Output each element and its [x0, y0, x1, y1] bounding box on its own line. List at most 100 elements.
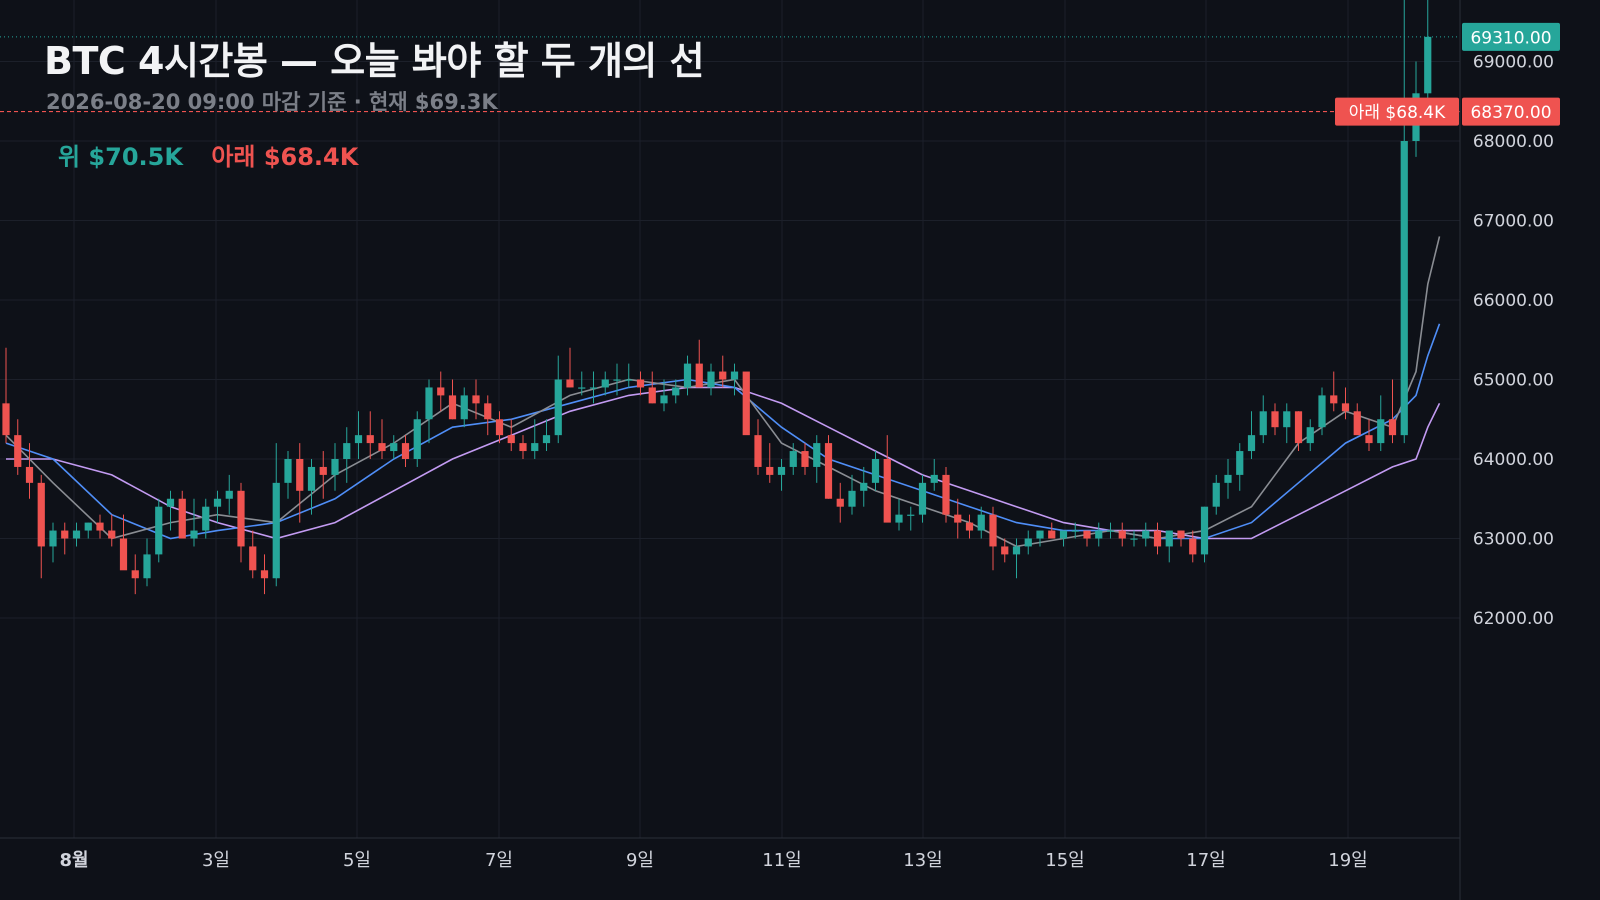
candle-body — [96, 522, 104, 531]
candle-body — [1424, 36, 1432, 94]
candle — [331, 443, 339, 491]
chart-title: BTC 4시간봉 — 오늘 봐야 할 두 개의 선 — [44, 39, 705, 83]
candle — [1377, 395, 1385, 452]
candle-body — [542, 435, 551, 444]
candle — [965, 514, 974, 539]
candle — [84, 522, 92, 539]
candle-body — [766, 466, 774, 475]
candle-body — [531, 443, 539, 452]
candle-body — [1153, 530, 1162, 547]
candle — [1142, 522, 1150, 547]
candle-body — [918, 482, 927, 515]
candle — [1318, 387, 1326, 436]
candle-body — [331, 459, 339, 475]
candle-body — [1400, 141, 1408, 436]
candle — [460, 387, 468, 428]
candle-body — [883, 459, 891, 523]
candle-body — [1130, 538, 1138, 540]
y-tick-label: 67000.00 — [1473, 212, 1554, 232]
candle-body — [108, 530, 116, 539]
candle — [213, 490, 222, 523]
candle-body — [554, 379, 562, 436]
candle-body — [448, 395, 457, 420]
candle — [319, 451, 327, 499]
candle-body — [249, 546, 257, 571]
candle — [296, 443, 304, 523]
candle — [695, 339, 703, 388]
candle-body — [1318, 395, 1326, 428]
candle — [190, 498, 198, 547]
x-tick-label: 9일 — [626, 850, 654, 871]
candle — [2, 347, 10, 444]
candle-body — [37, 482, 45, 547]
candle — [448, 379, 457, 420]
candle — [284, 451, 292, 499]
x-tick-label: 19일 — [1328, 850, 1367, 871]
candle — [1330, 371, 1338, 412]
candle-body — [648, 387, 656, 404]
candle-body — [1024, 538, 1032, 547]
candle — [907, 506, 915, 531]
candle — [871, 451, 880, 491]
candle-body — [871, 459, 880, 483]
candle-body — [178, 498, 186, 539]
candle-body — [1189, 538, 1197, 555]
candle-body — [366, 435, 374, 444]
candle — [954, 498, 962, 539]
candle — [824, 435, 833, 499]
candle-body — [1059, 530, 1068, 539]
candle — [507, 419, 515, 452]
candle-body — [225, 490, 233, 499]
candle — [1306, 419, 1314, 452]
candle — [566, 347, 574, 388]
candle — [401, 435, 410, 467]
candle — [1283, 403, 1291, 444]
candle — [1130, 530, 1138, 547]
candle-body — [354, 435, 363, 444]
candle — [613, 363, 621, 396]
candle-body — [1271, 411, 1279, 428]
candle-body — [260, 570, 269, 579]
candle-body — [84, 522, 92, 531]
candle-body — [25, 466, 34, 483]
candle-body — [1377, 419, 1385, 444]
candle-body — [272, 482, 280, 579]
candle-body — [566, 379, 574, 388]
candle-body — [495, 419, 504, 436]
candle-body — [1294, 411, 1303, 444]
candle — [519, 435, 527, 459]
candle — [178, 490, 186, 539]
candle — [531, 419, 539, 459]
candle — [1001, 538, 1009, 563]
candle — [1365, 419, 1373, 452]
candle-body — [801, 451, 809, 467]
candle — [1165, 530, 1173, 563]
candle — [648, 371, 656, 404]
candle — [1095, 522, 1103, 547]
current-price-tag-bg — [1462, 22, 1560, 51]
candle — [1177, 530, 1185, 547]
candle-body — [824, 443, 833, 499]
candle — [354, 411, 363, 459]
level-tag-bg — [1335, 97, 1459, 126]
candle — [848, 474, 856, 515]
candle-body — [754, 435, 762, 467]
candle — [343, 427, 351, 483]
level-lines: 위 $70.5K70450.00아래 $68.4K68370.0069310.0… — [0, 22, 1560, 126]
candle-body — [119, 538, 128, 571]
candle — [1153, 522, 1162, 555]
candle-body — [437, 387, 445, 396]
candle — [860, 466, 868, 507]
candle-body — [237, 490, 245, 547]
candle — [378, 419, 386, 459]
candle-body — [660, 395, 668, 404]
level-price-tag-bg — [1462, 97, 1560, 126]
candle — [1271, 403, 1279, 436]
candle — [554, 355, 562, 444]
candle — [425, 379, 433, 444]
candle — [813, 435, 821, 483]
candle-body — [378, 443, 386, 452]
candle-body — [1353, 411, 1361, 436]
level-tag-label: 아래 $68.4K — [1349, 103, 1446, 123]
